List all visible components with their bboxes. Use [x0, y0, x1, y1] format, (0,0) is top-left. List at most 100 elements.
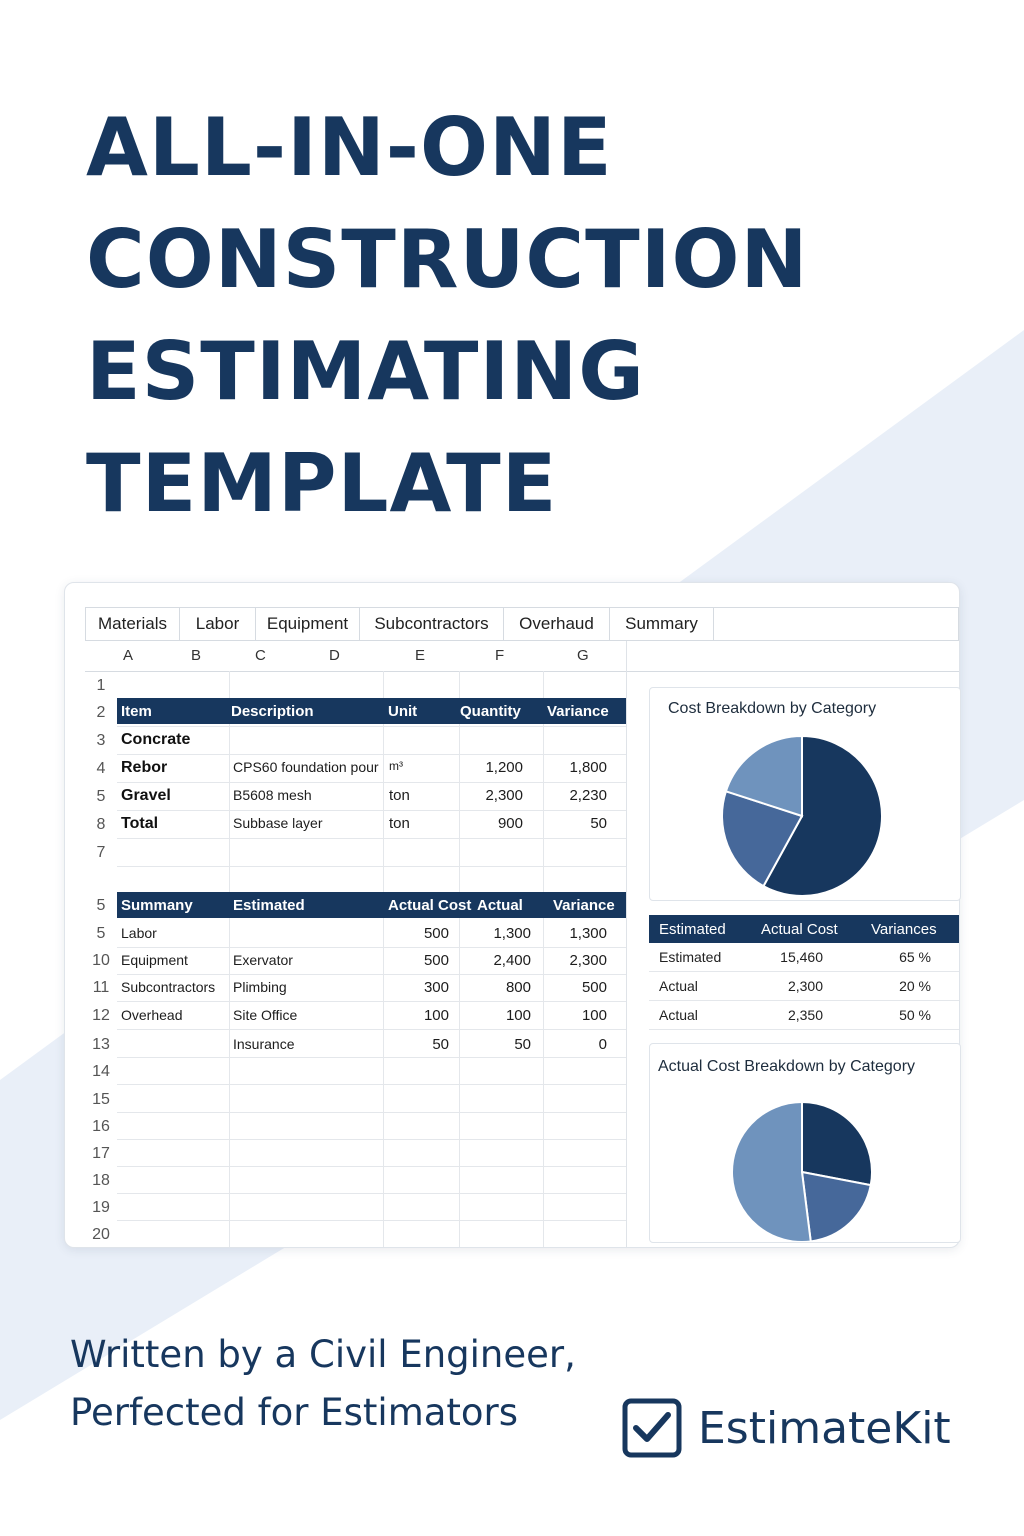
- row-number[interactable]: 17: [92, 1145, 110, 1162]
- cell-variance[interactable]: 1,800: [569, 759, 607, 776]
- cell-description[interactable]: B5608 mesh: [233, 787, 312, 803]
- row-number[interactable]: 4: [96, 760, 106, 777]
- cost-breakdown-pie-chart: [721, 734, 883, 897]
- header-variance[interactable]: Variance: [553, 897, 615, 914]
- cell-estimated[interactable]: Site Office: [233, 1007, 298, 1023]
- chart-title: Cost Breakdown by Category: [668, 700, 877, 717]
- column-header-e[interactable]: E: [415, 647, 426, 664]
- tagline-line-2: Perfected for Estimators: [70, 1391, 519, 1434]
- cell-description[interactable]: Subbase layer: [233, 815, 323, 831]
- tab-subcontractors[interactable]: Subcontractors: [360, 608, 504, 640]
- header-item[interactable]: Item: [121, 703, 152, 720]
- cell-actual[interactable]: 800: [505, 979, 531, 996]
- cell-estimated[interactable]: Insurance: [233, 1036, 295, 1052]
- cell-quantity[interactable]: 900: [497, 815, 523, 832]
- cell-summary[interactable]: Overhead: [121, 1007, 183, 1023]
- header-variance[interactable]: Variance: [547, 703, 609, 720]
- row-number[interactable]: 14: [92, 1063, 110, 1080]
- cell-actual[interactable]: 50: [514, 1036, 531, 1053]
- row-number[interactable]: 10: [92, 952, 110, 969]
- cell-amount[interactable]: 2,300: [787, 978, 823, 994]
- row-number[interactable]: 16: [92, 1118, 110, 1135]
- cell-label[interactable]: Actual: [659, 1007, 698, 1023]
- cell-label[interactable]: Estimated: [659, 949, 722, 965]
- column-header-d[interactable]: D: [329, 647, 340, 664]
- cell-actual[interactable]: 1,300: [493, 925, 531, 942]
- header-summary[interactable]: Summany: [121, 897, 193, 914]
- cell-actual-cost[interactable]: 50: [432, 1036, 449, 1053]
- header-estimated[interactable]: Estimated: [659, 921, 726, 938]
- tab-equipment[interactable]: Equipment: [256, 608, 360, 640]
- cell-variance[interactable]: 1,300: [569, 925, 607, 942]
- cell-actual[interactable]: 100: [505, 1007, 531, 1024]
- cell-estimated[interactable]: Plimbing: [233, 979, 287, 995]
- column-header-b[interactable]: B: [191, 647, 202, 664]
- row-number[interactable]: 13: [92, 1036, 110, 1053]
- cell-actual[interactable]: 2,400: [493, 952, 531, 969]
- cell-percent[interactable]: 50 %: [899, 1007, 931, 1023]
- column-header-a[interactable]: A: [123, 647, 134, 664]
- row-number[interactable]: 19: [92, 1199, 110, 1216]
- row-number[interactable]: 5: [96, 897, 106, 914]
- row-number[interactable]: 18: [92, 1172, 110, 1189]
- cell-percent[interactable]: 20 %: [899, 978, 931, 994]
- row-number[interactable]: 12: [92, 1007, 110, 1024]
- cell-variance[interactable]: 50: [590, 815, 607, 832]
- cell-variance[interactable]: 2,230: [569, 787, 607, 804]
- cell-label[interactable]: Actual: [659, 978, 698, 994]
- materials-header-row: Item Description Unit Quantity Variance: [117, 698, 626, 724]
- cell-item[interactable]: Rebor: [121, 759, 168, 776]
- tab-summary[interactable]: Summary: [610, 608, 714, 640]
- header-estimated[interactable]: Estimated: [233, 897, 305, 914]
- cell-variance[interactable]: 0: [598, 1036, 607, 1053]
- row-number[interactable]: 1: [96, 677, 106, 694]
- cell-summary[interactable]: Labor: [121, 925, 157, 941]
- header-quantity[interactable]: Quantity: [460, 703, 521, 720]
- tab-labor[interactable]: Labor: [180, 608, 256, 640]
- cell-actual-cost[interactable]: 500: [423, 925, 449, 942]
- cell-variance[interactable]: 100: [581, 1007, 607, 1024]
- cell-percent[interactable]: 65 %: [899, 949, 931, 965]
- cell-item[interactable]: Gravel: [121, 787, 171, 804]
- row-number[interactable]: 8: [96, 816, 106, 833]
- cell-actual-cost[interactable]: 300: [423, 979, 449, 996]
- row-number[interactable]: 5: [96, 788, 106, 805]
- cell-unit[interactable]: m³: [389, 759, 403, 773]
- tab-overhead[interactable]: Overhaud: [504, 608, 610, 640]
- header-variances[interactable]: Variances: [871, 921, 937, 938]
- pane-divider: [626, 641, 627, 1247]
- cell-amount[interactable]: 15,460: [780, 949, 823, 965]
- column-header-g[interactable]: G: [577, 647, 589, 664]
- cell-summary[interactable]: Subcontractors: [121, 979, 216, 995]
- cell-actual-cost[interactable]: 500: [423, 952, 449, 969]
- row-number[interactable]: 20: [92, 1226, 110, 1243]
- cell-variance[interactable]: 500: [581, 979, 607, 996]
- cell-description[interactable]: CPS60 foundation pour: [233, 759, 379, 775]
- row-number[interactable]: 15: [92, 1091, 110, 1108]
- cell-item[interactable]: Total: [121, 815, 159, 832]
- column-header-f[interactable]: F: [495, 647, 505, 664]
- cell-actual-cost[interactable]: 100: [423, 1007, 449, 1024]
- cell-estimated[interactable]: Exervator: [233, 952, 293, 968]
- cell-summary[interactable]: Equipment: [121, 952, 188, 968]
- header-actual-cost[interactable]: Actual Cost: [388, 897, 472, 914]
- header-actual[interactable]: Actual: [477, 897, 523, 914]
- table-row: Insurance 50 50 0: [117, 1031, 626, 1059]
- row-number[interactable]: 11: [92, 979, 110, 996]
- cell-variance[interactable]: 2,300: [569, 952, 607, 969]
- header-unit[interactable]: Unit: [388, 703, 418, 720]
- row-number[interactable]: 2: [96, 704, 106, 721]
- cell-item[interactable]: Concrate: [121, 731, 191, 748]
- row-number[interactable]: 5: [96, 925, 106, 942]
- header-actual-cost[interactable]: Actual Cost: [761, 921, 838, 938]
- tab-materials[interactable]: Materials: [86, 608, 180, 640]
- cell-quantity[interactable]: 2,300: [485, 787, 523, 804]
- cell-amount[interactable]: 2,350: [787, 1007, 823, 1023]
- column-header-c[interactable]: C: [255, 647, 266, 664]
- cell-unit[interactable]: ton: [389, 815, 410, 832]
- cell-unit[interactable]: ton: [389, 787, 410, 804]
- cell-quantity[interactable]: 1,200: [485, 759, 523, 776]
- row-number[interactable]: 7: [96, 844, 106, 861]
- row-number[interactable]: 3: [96, 732, 106, 749]
- header-description[interactable]: Description: [231, 703, 314, 720]
